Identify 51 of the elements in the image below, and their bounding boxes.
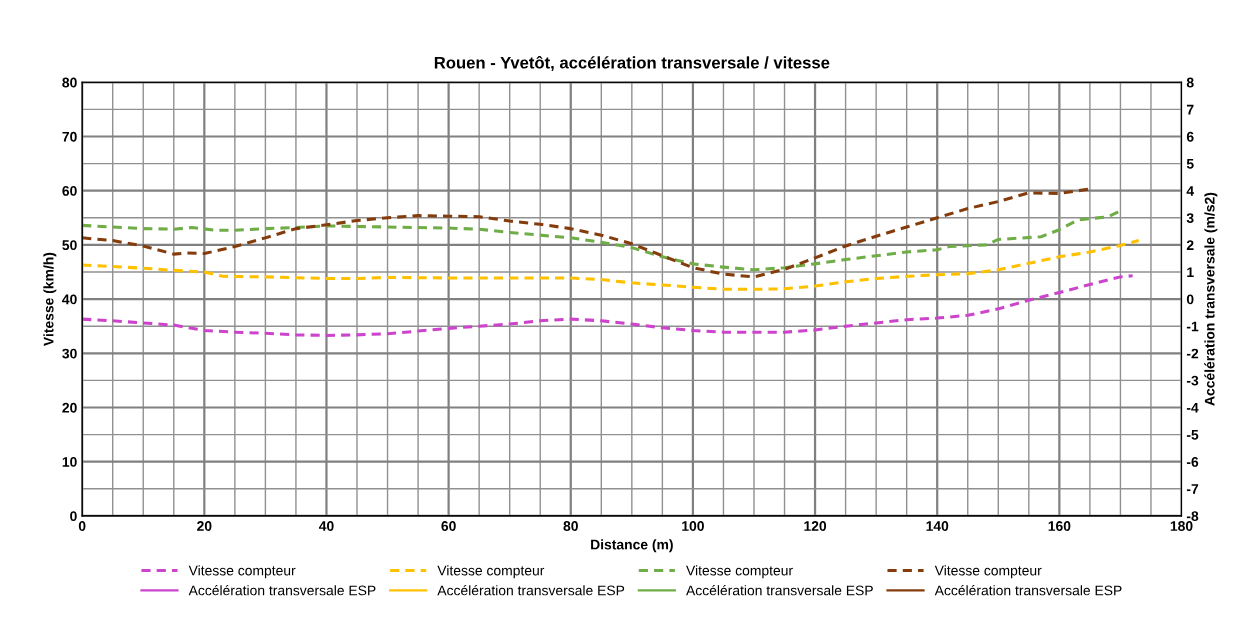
line-series [82, 274, 1135, 337]
y-tick-label: 60 [62, 186, 77, 196]
y2-tick-label: -3 [1186, 375, 1199, 386]
x-axis-title: Distance (m) [591, 539, 673, 553]
y-tick-label: 0 [70, 511, 77, 522]
x-tick-label: 60 [441, 521, 456, 531]
x-tick-label: 120 [804, 521, 827, 531]
chart-title: Rouen - Yvetôt, accélération transversale / vitesse [434, 55, 830, 71]
legend-label: Vitesse compteur [934, 565, 1042, 579]
y-tick-label: 80 [62, 77, 77, 88]
y-tick-label: 40 [62, 294, 77, 305]
x-tick-label: 140 [926, 521, 949, 531]
legend-label: Vitesse compteur [437, 565, 545, 579]
line-series [82, 209, 1122, 272]
y2-tick-label: 8 [1186, 77, 1194, 88]
x-tick-label: 0 [78, 521, 86, 531]
y2-tick-label: -4 [1186, 402, 1199, 413]
y2-tick-label: 6 [1186, 131, 1194, 142]
x-tick-label: 80 [563, 521, 578, 531]
y-tick-label: 20 [62, 402, 77, 413]
x-tick-label: 40 [318, 521, 334, 531]
y2-tick-label: -7 [1186, 484, 1199, 494]
legend-label: Accélération transversale ESP [188, 584, 376, 596]
y2-tick-label: -6 [1186, 457, 1199, 467]
y-tick-label: 10 [62, 457, 77, 467]
legend-label: Accélération transversale ESP [437, 584, 625, 596]
y2-tick-label: -1 [1186, 321, 1199, 332]
y-tick-label: 70 [62, 131, 77, 142]
y2-tick-label: 4 [1186, 186, 1195, 196]
y2-tick-label: 0 [1186, 294, 1194, 305]
legend-label: Vitesse compteur [686, 565, 793, 579]
y2-tick-label: 3 [1186, 213, 1194, 223]
y2-tick-label: -8 [1186, 511, 1199, 522]
y2-tick-label: 2 [1186, 240, 1194, 250]
y-tick-label: 50 [62, 240, 77, 251]
y-axis-title: Vitesse (km/h) [43, 252, 57, 346]
y2-tick-label: -2 [1186, 348, 1199, 359]
y2-tick-label: 5 [1186, 159, 1194, 169]
legend-label: Vitesse compteur [188, 565, 296, 579]
y2-tick-label: -5 [1186, 430, 1199, 440]
x-tick-label: 100 [682, 521, 704, 531]
y2-tick-label: 7 [1186, 104, 1194, 115]
x-tick-label: 180 [1170, 521, 1193, 531]
x-tick-label: 160 [1048, 521, 1071, 531]
legend-label: Accélération transversale ESP [934, 584, 1122, 596]
legend-label: Accélération transversale ESP [686, 584, 873, 596]
y2-axis-title: Accélération transversale (m/s2) [1204, 192, 1218, 406]
x-tick-label: 20 [197, 521, 212, 531]
y2-tick-label: 1 [1187, 267, 1194, 278]
line-series [82, 239, 1141, 291]
y-tick-label: 30 [62, 348, 77, 359]
